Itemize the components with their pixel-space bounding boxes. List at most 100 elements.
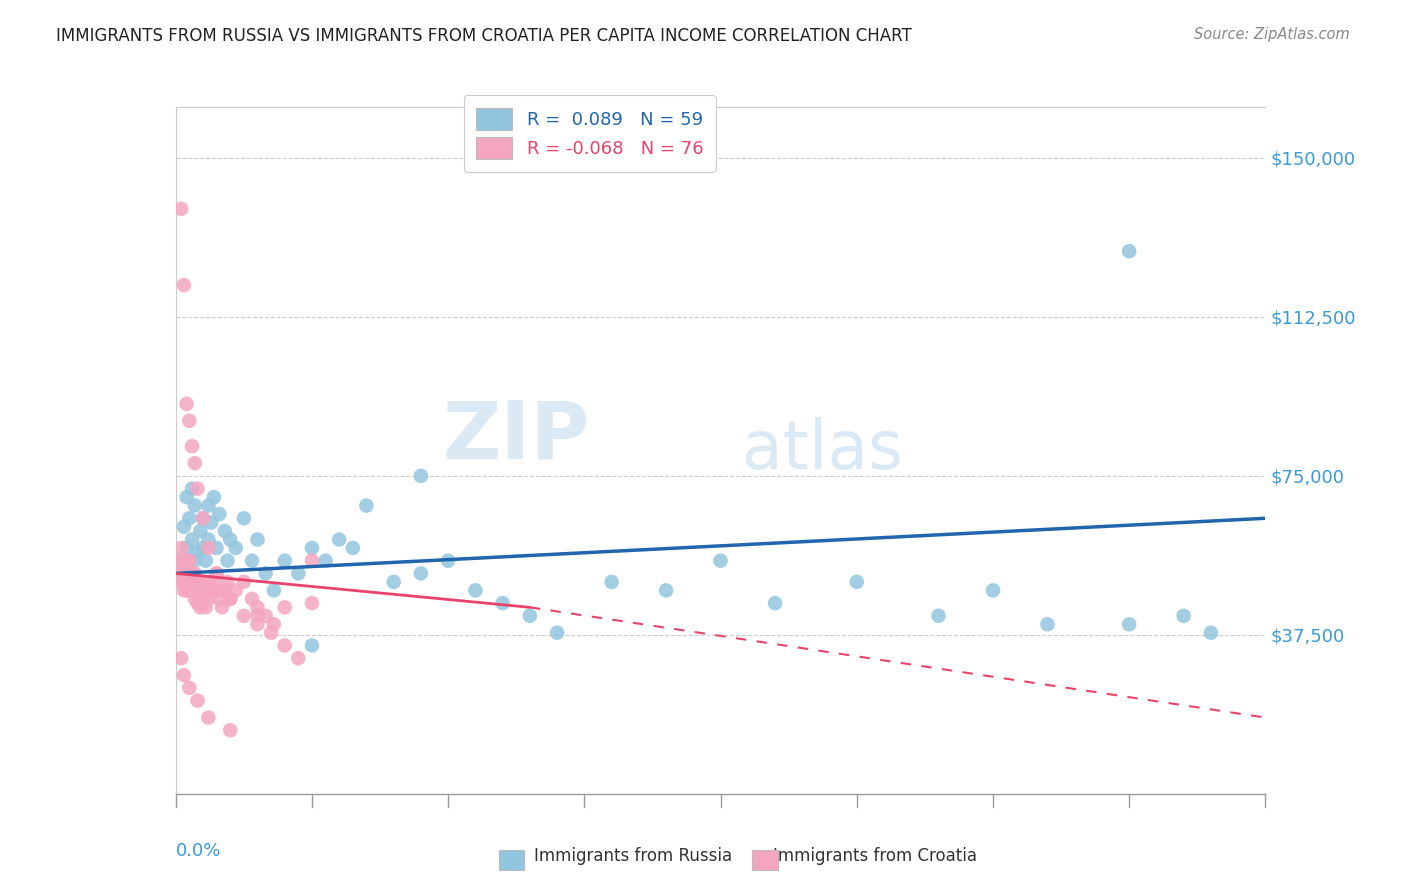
Point — [211, 600, 233, 615]
Point — [184, 554, 207, 568]
Point — [179, 574, 201, 589]
Point — [186, 693, 209, 707]
Point — [356, 499, 378, 513]
Point — [173, 668, 195, 682]
Point — [170, 554, 193, 568]
Point — [225, 583, 247, 598]
Point — [845, 574, 868, 589]
Point — [301, 639, 323, 653]
Point — [179, 566, 201, 581]
Point — [197, 533, 219, 547]
Point — [763, 596, 786, 610]
Point — [274, 639, 297, 653]
Point — [217, 554, 239, 568]
Legend: R =  0.089   N = 59, R = -0.068   N = 76: R = 0.089 N = 59, R = -0.068 N = 76 — [464, 95, 716, 172]
Point — [246, 533, 269, 547]
Point — [188, 524, 211, 538]
Point — [188, 583, 211, 598]
Point — [219, 591, 242, 606]
Point — [240, 554, 263, 568]
Point — [186, 583, 209, 598]
Point — [176, 490, 198, 504]
Point — [184, 574, 207, 589]
Point — [214, 583, 236, 598]
Point — [1199, 625, 1222, 640]
Point — [232, 511, 254, 525]
Point — [301, 554, 323, 568]
Point — [274, 554, 297, 568]
Point — [1173, 608, 1195, 623]
Point — [179, 554, 201, 568]
Point — [191, 574, 214, 589]
Text: Immigrants from Croatia: Immigrants from Croatia — [773, 847, 977, 865]
Point — [437, 554, 460, 568]
Text: Source: ZipAtlas.com: Source: ZipAtlas.com — [1194, 27, 1350, 42]
Point — [287, 651, 309, 665]
Point — [170, 554, 193, 568]
Point — [655, 583, 678, 598]
Text: Immigrants from Russia: Immigrants from Russia — [534, 847, 733, 865]
Point — [170, 566, 193, 581]
Point — [197, 574, 219, 589]
Point — [191, 541, 214, 555]
Point — [240, 591, 263, 606]
Point — [167, 554, 190, 568]
Point — [225, 541, 247, 555]
Point — [202, 490, 225, 504]
Point — [184, 591, 207, 606]
Point — [546, 625, 568, 640]
Point — [263, 583, 285, 598]
Point — [246, 608, 269, 623]
Point — [173, 583, 195, 598]
Point — [219, 533, 242, 547]
Point — [194, 554, 217, 568]
Text: atlas: atlas — [742, 417, 903, 483]
Point — [260, 625, 283, 640]
Point — [232, 608, 254, 623]
Point — [173, 554, 195, 568]
Point — [186, 596, 209, 610]
Point — [205, 583, 228, 598]
Point — [197, 499, 219, 513]
Point — [710, 554, 733, 568]
Point — [176, 566, 198, 581]
Point — [184, 583, 207, 598]
Point — [328, 533, 350, 547]
Point — [214, 524, 236, 538]
Point — [287, 566, 309, 581]
Text: IMMIGRANTS FROM RUSSIA VS IMMIGRANTS FROM CROATIA PER CAPITA INCOME CORRELATION : IMMIGRANTS FROM RUSSIA VS IMMIGRANTS FRO… — [56, 27, 912, 45]
Point — [181, 583, 204, 598]
Point — [274, 600, 297, 615]
Point — [179, 583, 201, 598]
Point — [170, 574, 193, 589]
Point — [176, 554, 198, 568]
Point — [194, 583, 217, 598]
Point — [184, 499, 207, 513]
Point — [232, 574, 254, 589]
Point — [173, 574, 195, 589]
Text: 0.0%: 0.0% — [176, 842, 221, 860]
Text: ZIP: ZIP — [443, 398, 591, 475]
Point — [184, 566, 207, 581]
Point — [186, 583, 209, 598]
Point — [181, 566, 204, 581]
Point — [208, 591, 231, 606]
Point — [191, 511, 214, 525]
Point — [409, 566, 432, 581]
Point — [382, 574, 405, 589]
Point — [179, 566, 201, 581]
Point — [205, 566, 228, 581]
Point — [464, 583, 486, 598]
Point — [315, 554, 337, 568]
Point — [188, 600, 211, 615]
Point — [194, 600, 217, 615]
Point — [197, 710, 219, 724]
Point — [181, 439, 204, 453]
Point — [200, 583, 222, 598]
Point — [1118, 244, 1140, 259]
Point — [600, 574, 623, 589]
Point — [186, 574, 209, 589]
Point — [254, 608, 277, 623]
Point — [170, 202, 193, 216]
Point — [1118, 617, 1140, 632]
